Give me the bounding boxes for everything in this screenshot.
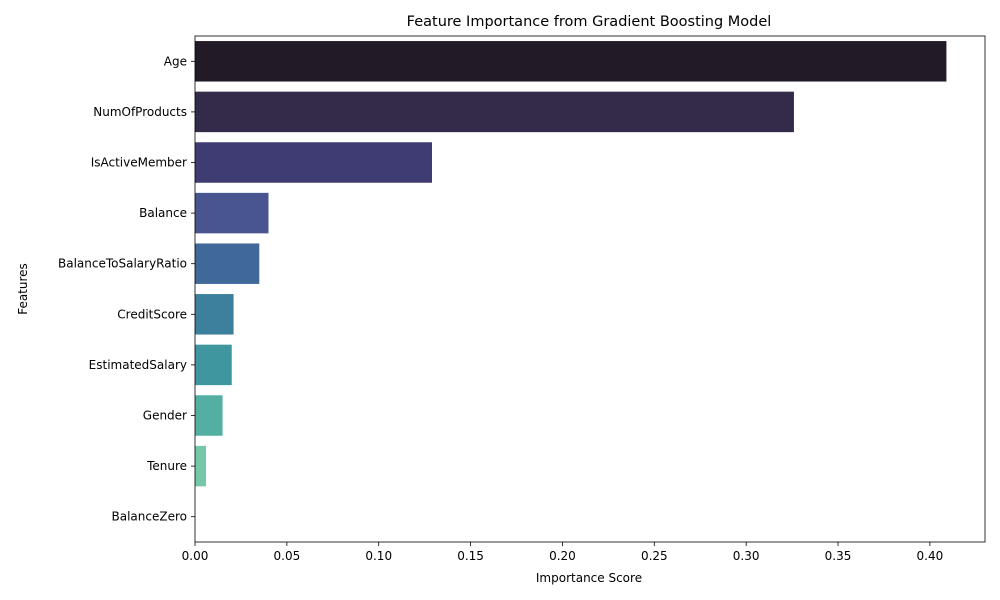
y-tick-label: BalanceZero xyxy=(112,510,187,524)
x-tick-label: 0.05 xyxy=(274,549,301,563)
x-tick-label: 0.25 xyxy=(641,549,668,563)
bar-tenure xyxy=(195,445,207,487)
y-axis-label: Features xyxy=(16,263,30,315)
y-tick-label: Balance xyxy=(139,206,187,220)
x-tick-labels: 0.00 0.05 0.10 0.15 0.20 0.25 0.30 0.35 0.40 xyxy=(182,542,944,563)
x-tick-label: 0.15 xyxy=(457,549,484,563)
bar-creditscore xyxy=(195,294,234,335)
bar-gender xyxy=(195,395,223,436)
bar-isactivemember xyxy=(195,142,432,183)
y-tick-label: Age xyxy=(164,54,187,68)
x-axis-label: Importance Score xyxy=(536,571,642,585)
x-tick-label: 0.35 xyxy=(825,549,852,563)
bar-balancetosalaryratio xyxy=(195,243,260,284)
y-tick-label: Tenure xyxy=(146,459,187,473)
x-tick-label: 0.30 xyxy=(733,549,760,563)
bars-group xyxy=(195,41,947,487)
x-tick-label: 0.10 xyxy=(365,549,392,563)
y-tick-label: CreditScore xyxy=(117,307,187,321)
y-tick-label: BalanceToSalaryRatio xyxy=(58,257,187,271)
y-tick-label: Gender xyxy=(143,409,187,423)
bar-balance xyxy=(195,192,269,234)
y-tick-label: IsActiveMember xyxy=(91,156,187,170)
bar-numofproducts xyxy=(195,91,794,133)
chart-title: Feature Importance from Gradient Boostin… xyxy=(407,14,772,30)
bar-age xyxy=(195,41,947,82)
x-tick-label: 0.40 xyxy=(917,549,944,563)
x-tick-label: 0.00 xyxy=(182,549,209,563)
y-tick-labels: Age NumOfProducts IsActiveMember Balance Bal… xyxy=(58,54,195,524)
y-tick-label: NumOfProducts xyxy=(93,105,187,119)
x-tick-label: 0.20 xyxy=(549,549,576,563)
bar-estimatedsalary xyxy=(195,344,232,386)
plot-frame xyxy=(194,35,986,543)
y-tick-label: EstimatedSalary xyxy=(89,358,187,372)
